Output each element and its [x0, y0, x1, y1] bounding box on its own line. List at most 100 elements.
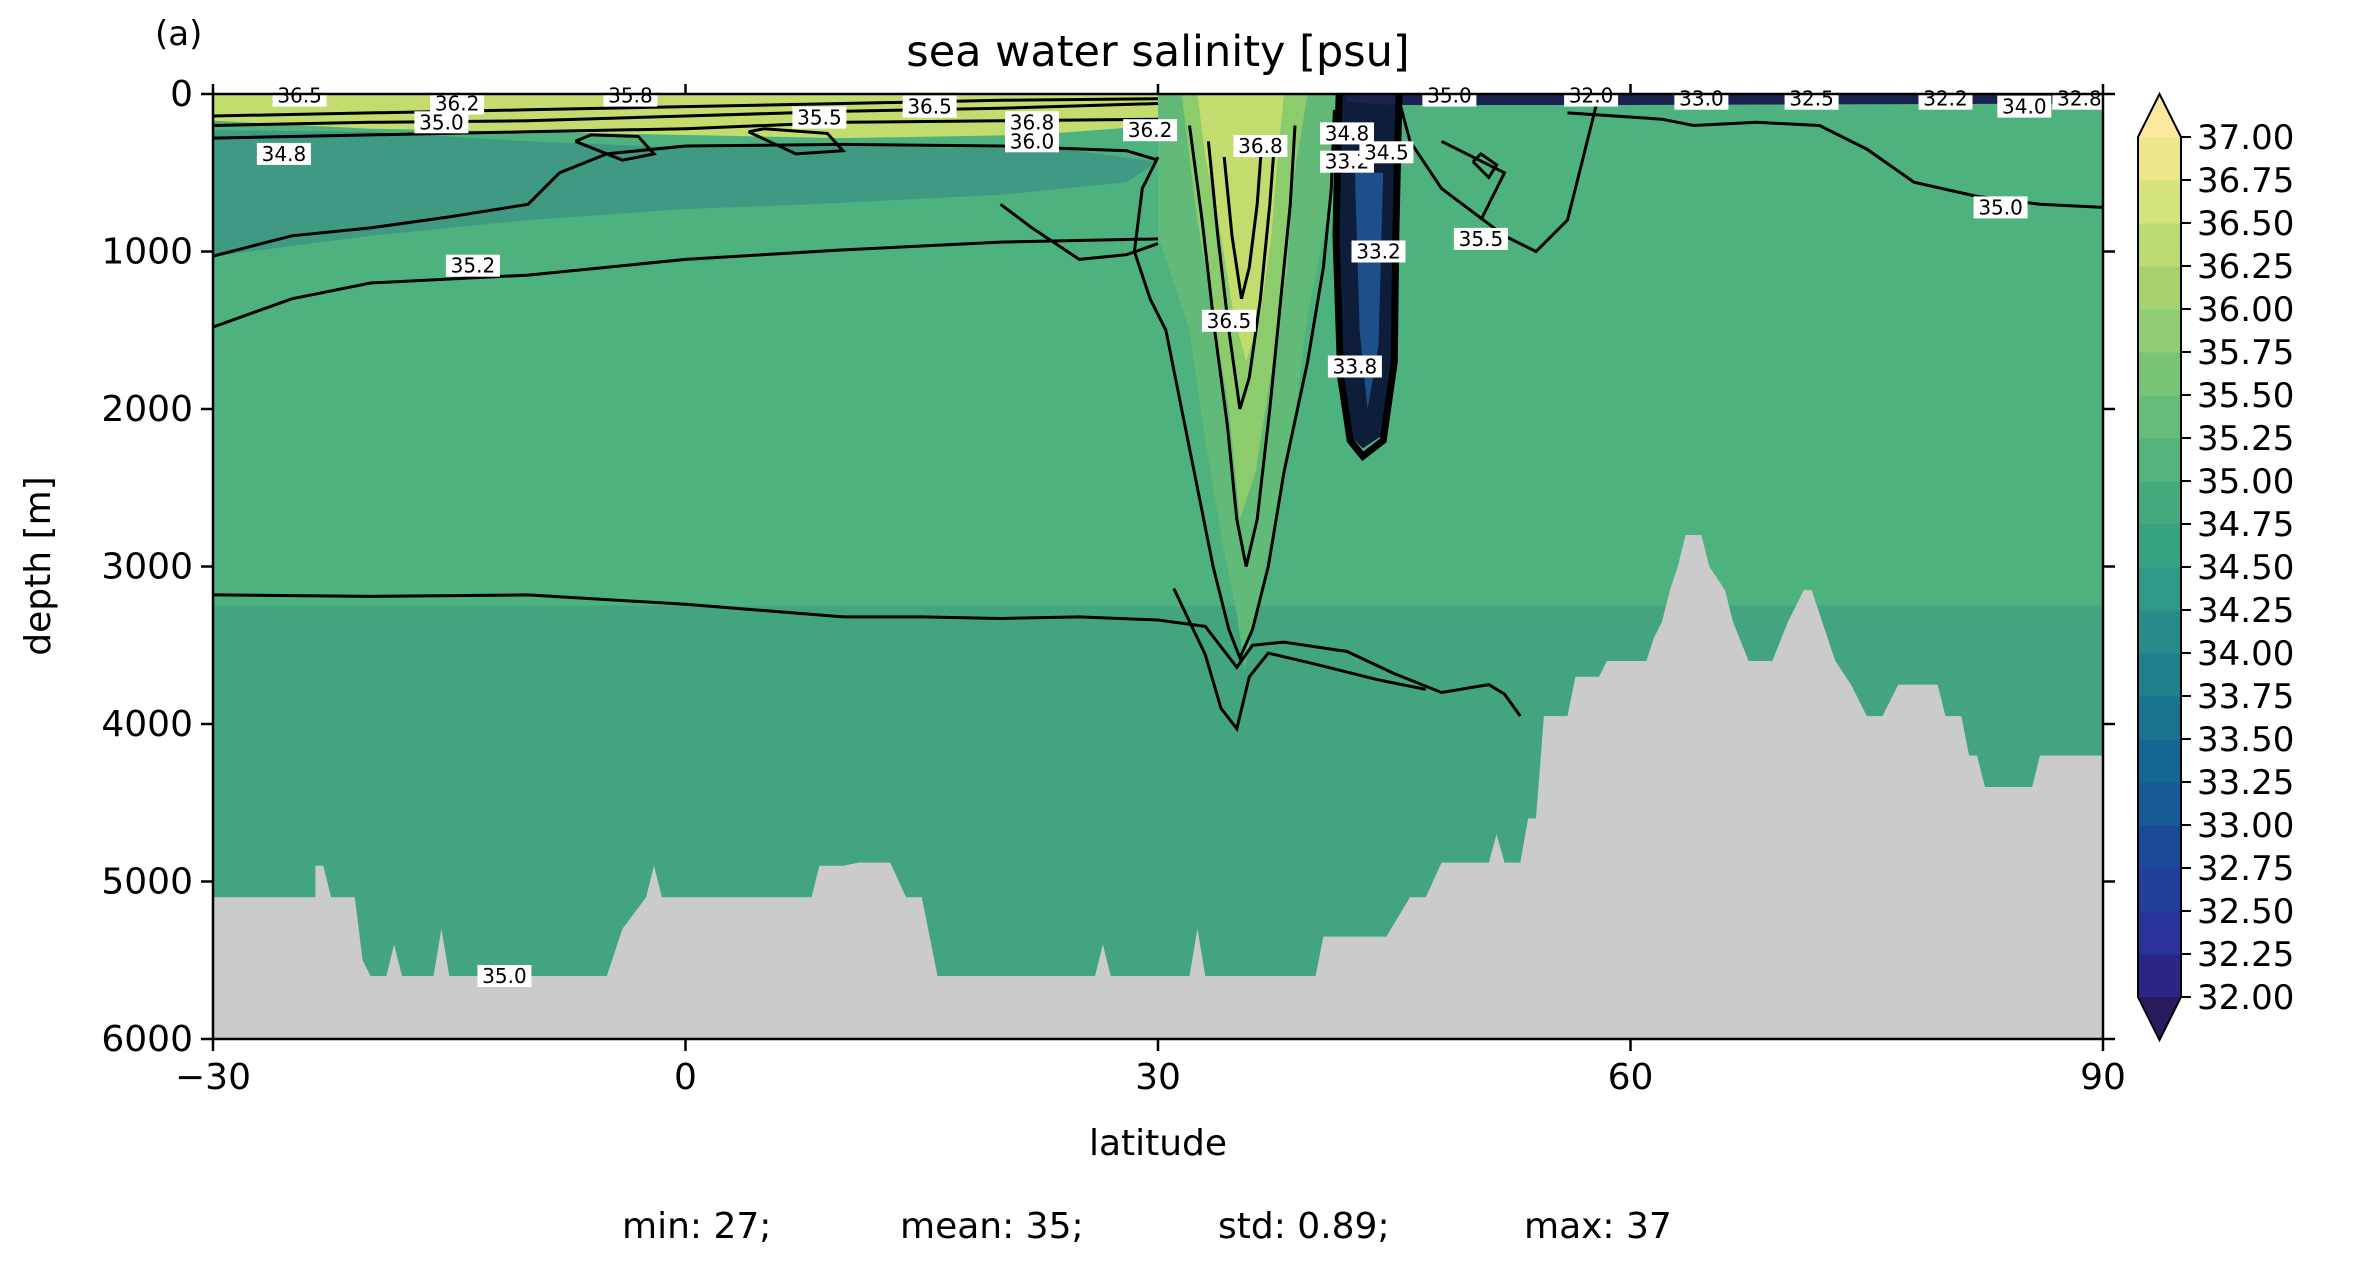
- contour-label-text: 36.8: [1238, 134, 1283, 158]
- y-axis: 0 1000 2000 3000 4000 5000 6000: [101, 74, 2115, 1060]
- contour-label-bg: [1320, 122, 1374, 145]
- contour-label-text: 35.0: [419, 110, 464, 134]
- colorbar-tick-label: 35.00: [2197, 462, 2294, 502]
- stat-max: max: 37: [1524, 1206, 1672, 1247]
- colorbar-segment: [2138, 352, 2181, 396]
- contour-label-bg: [1453, 227, 1508, 250]
- contour-label: 36.5: [902, 95, 957, 119]
- colorbar-extend-low: [2138, 997, 2181, 1040]
- contour-label-bg: [1233, 135, 1288, 157]
- contour-label: 35.0: [414, 110, 469, 134]
- colorbar-segment: [2138, 954, 2181, 998]
- contour-label: 32.0: [1564, 84, 1619, 108]
- contour-label: 32.8: [2052, 87, 2107, 111]
- colorbar-segment: [2138, 696, 2181, 740]
- contour-line: [999, 203, 1159, 261]
- contour-label-bg: [1973, 196, 2028, 219]
- contour-label: 36.5: [272, 84, 327, 108]
- contour-label: 36.5: [1201, 309, 1256, 333]
- contour-label-text: 35.0: [482, 964, 527, 988]
- contour-line: [213, 117, 1159, 140]
- contour-label: 36.0: [1005, 129, 1059, 153]
- colorbar-tick-label: 34.25: [2197, 591, 2294, 631]
- contour-line: [213, 102, 1159, 127]
- contour-line: [1222, 141, 1264, 300]
- contour-label: 35.0: [1422, 84, 1477, 108]
- colorbar-segment: [2138, 266, 2181, 310]
- contour-label-bg: [1422, 84, 1477, 107]
- stats-line: min: 27; mean: 35; std: 0.89; max: 37: [622, 1206, 1672, 1247]
- contour-label: 36.2: [1123, 118, 1178, 142]
- contour-label: 35.8: [603, 84, 658, 108]
- contour-label-text: 32.5: [1789, 87, 1834, 111]
- contour-label-text: 36.5: [277, 84, 322, 108]
- colorbar-segment: [2138, 309, 2181, 353]
- x-axis: −30 0 30 60 90: [175, 84, 2126, 1098]
- stat-min: min: 27;: [622, 1206, 771, 1247]
- y-tick-label: 3000: [101, 547, 193, 588]
- contour-label: 34.0: [1997, 95, 2052, 119]
- contour-label: 35.5: [1453, 227, 1508, 251]
- colorbar-tick-label: 34.00: [2197, 634, 2294, 674]
- contour-line: [1206, 141, 1277, 410]
- contour-label-bg: [603, 84, 658, 107]
- contour-label: 34.5: [1359, 140, 1414, 164]
- colorbar-extend-high: [2138, 94, 2181, 137]
- y-tick-label: 5000: [101, 862, 193, 903]
- colorbar-tick-label: 37.00: [2197, 118, 2294, 158]
- x-tick-label: 0: [674, 1057, 697, 1098]
- colorbar-segment: [2138, 223, 2181, 267]
- contour-label: 35.5: [792, 106, 847, 130]
- colorbar-segment: [2138, 653, 2181, 697]
- x-tick-label: −30: [175, 1057, 251, 1098]
- contour-label-bg: [1201, 309, 1256, 332]
- contour-label-bg: [1327, 355, 1382, 378]
- contour-label-bg: [1005, 111, 1059, 134]
- panel-label: (a): [155, 14, 202, 54]
- colorbar-tick-label: 35.50: [2197, 376, 2294, 416]
- colorbar-tick-label: 36.00: [2197, 290, 2294, 330]
- y-tick-label: 1000: [101, 232, 193, 273]
- x-tick-label: 60: [1608, 1057, 1654, 1098]
- colorbar-tick-label: 34.75: [2197, 505, 2294, 545]
- contour-label: 34.8: [256, 142, 311, 166]
- contour-label-bg: [272, 84, 327, 107]
- contour-label: 33.2: [1351, 240, 1406, 264]
- contour-label-text: 33.2: [1356, 240, 1401, 264]
- colorbar-segment: [2138, 438, 2181, 482]
- contour-label-bg: [430, 92, 485, 115]
- water-dilute-core: [1354, 172, 1384, 409]
- colorbar-tick-label: 35.75: [2197, 333, 2294, 373]
- contour-label: 34.8: [1320, 121, 1374, 145]
- colorbar-segment: [2138, 825, 2181, 869]
- contour-label-text: 34.5: [1364, 140, 1409, 164]
- contour-line: [213, 97, 1159, 118]
- contour-label: 32.2: [1918, 87, 1973, 111]
- contour-label-bg: [1005, 130, 1059, 153]
- contour-label-text: 33.8: [1333, 355, 1378, 379]
- colorbar-tick-label: 36.75: [2197, 161, 2294, 201]
- contour-label-text: 32.2: [1923, 87, 1968, 111]
- contour-label-bg: [414, 111, 469, 134]
- contour-line: [1395, 94, 1601, 254]
- colorbar: 32.0032.2532.5032.7533.0033.2533.5033.75…: [2137, 91, 2294, 1043]
- contour-label: 35.0: [477, 964, 532, 988]
- bathymetry-land-mask: [213, 535, 2103, 1039]
- contour-label-text: 35.0: [1427, 84, 1472, 108]
- contour-line: [1440, 139, 1507, 221]
- contour-line: [1172, 587, 1427, 733]
- colorbar-tick-label: 33.50: [2197, 720, 2294, 760]
- contour-label-text: 34.0: [2002, 95, 2047, 119]
- contour-label: 35.2: [445, 254, 500, 278]
- colorbar-tick-label: 32.25: [2197, 935, 2294, 975]
- salinity-field: [213, 94, 2103, 1039]
- colorbar-segment: [2138, 137, 2181, 181]
- contour-line: [1132, 109, 1336, 662]
- y-tick-label: 4000: [101, 704, 193, 745]
- colorbar-segment: [2138, 911, 2181, 955]
- contour-label-text: 35.5: [1459, 227, 1504, 251]
- contour-line: [213, 237, 1159, 329]
- contour-label-bg: [1359, 141, 1414, 164]
- y-tick-label: 2000: [101, 389, 193, 430]
